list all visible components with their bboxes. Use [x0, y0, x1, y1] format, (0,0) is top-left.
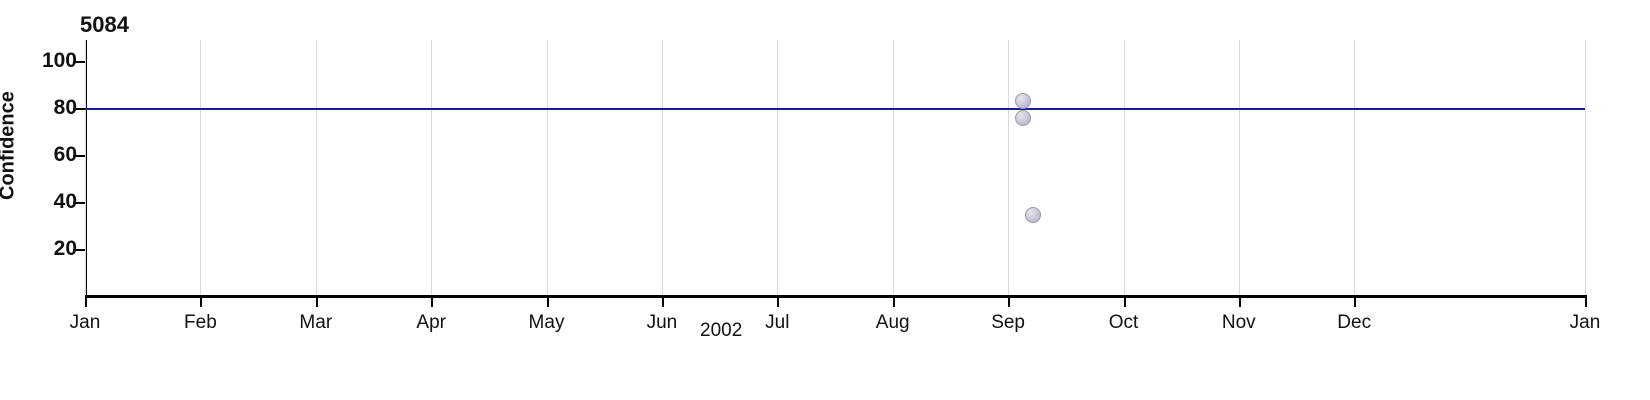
- x-tick-jul: [777, 295, 779, 307]
- x-tick-label-dec: Dec: [1324, 312, 1384, 334]
- x-tick-label-jan2: Jan: [1555, 312, 1615, 334]
- data-point-1[interactable]: [1015, 93, 1031, 109]
- x-tick-label-feb: Feb: [170, 312, 230, 334]
- y-tick-label-60: 60: [37, 143, 77, 167]
- x-tick-label-sep: Sep: [978, 312, 1038, 334]
- gridline-feb: [200, 40, 201, 295]
- x-axis-year-label: 2002: [700, 320, 742, 342]
- x-tick-label-mar: Mar: [286, 312, 346, 334]
- y-tick-label-40: 40: [37, 190, 77, 214]
- data-point-2[interactable]: [1015, 110, 1031, 126]
- x-tick-mar: [316, 295, 318, 307]
- x-axis-line: [85, 295, 1585, 298]
- x-tick-jan2: [1585, 295, 1587, 307]
- x-tick-jan: [85, 295, 87, 307]
- data-point-3[interactable]: [1025, 207, 1041, 223]
- x-tick-aug: [893, 295, 895, 307]
- y-tick-label-20: 20: [37, 237, 77, 261]
- scatter-chart: 5084 Confidence 100 80 60 40 20 Jan: [0, 0, 1650, 400]
- x-tick-label-jan: Jan: [55, 312, 115, 334]
- gridline-nov: [1239, 40, 1240, 295]
- x-tick-label-apr: Apr: [401, 312, 461, 334]
- gridline-aug: [893, 40, 894, 295]
- gridline-sep: [1008, 40, 1009, 295]
- gridline-jul: [777, 40, 778, 295]
- x-tick-apr: [431, 295, 433, 307]
- x-tick-label-oct: Oct: [1094, 312, 1154, 334]
- x-tick-oct: [1124, 295, 1126, 307]
- x-tick-label-nov: Nov: [1209, 312, 1269, 334]
- gridline-dec: [1354, 40, 1355, 295]
- gridline-oct: [1124, 40, 1125, 295]
- x-tick-jun: [662, 295, 664, 307]
- y-axis-title: Confidence: [0, 91, 20, 200]
- y-tick-label-80: 80: [37, 96, 77, 120]
- x-tick-nov: [1239, 295, 1241, 307]
- gridline-mar: [316, 40, 317, 295]
- corner-count-label: 5084: [80, 12, 129, 38]
- x-tick-may: [547, 295, 549, 307]
- gridline-may: [547, 40, 548, 295]
- gridline-jan2: [1585, 40, 1586, 295]
- confidence-reference-line: [85, 108, 1585, 110]
- y-tick-label-100: 100: [37, 49, 77, 73]
- gridline-jun: [662, 40, 663, 295]
- gridline-apr: [431, 40, 432, 295]
- x-tick-feb: [200, 295, 202, 307]
- x-tick-label-jul: Jul: [747, 312, 807, 334]
- x-tick-sep: [1008, 295, 1010, 307]
- x-tick-dec: [1354, 295, 1356, 307]
- gridline-jan: [85, 40, 86, 295]
- x-tick-label-aug: Aug: [863, 312, 923, 334]
- plot-area: 100 80 60 40 20 Jan Feb Mar Apr May: [85, 40, 1585, 295]
- x-tick-label-jun: Jun: [632, 312, 692, 334]
- x-tick-label-may: May: [517, 312, 577, 334]
